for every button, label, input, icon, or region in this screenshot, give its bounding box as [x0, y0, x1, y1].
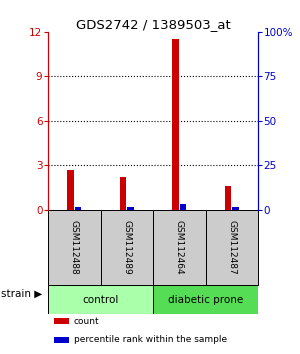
- Text: control: control: [82, 295, 119, 305]
- Bar: [48, 285, 153, 314]
- Bar: [54, 337, 69, 343]
- Bar: [100, 210, 153, 285]
- Text: percentile rank within the sample: percentile rank within the sample: [74, 335, 227, 344]
- Text: GSM112487: GSM112487: [227, 220, 236, 275]
- Bar: [54, 318, 69, 324]
- Bar: [75, 207, 81, 210]
- Bar: [180, 204, 186, 210]
- Bar: [153, 285, 258, 314]
- Bar: [172, 39, 179, 210]
- Text: GSM112489: GSM112489: [122, 220, 131, 275]
- Title: GDS2742 / 1389503_at: GDS2742 / 1389503_at: [76, 18, 230, 31]
- Bar: [153, 210, 206, 285]
- Bar: [120, 177, 126, 210]
- Bar: [48, 210, 100, 285]
- Bar: [206, 210, 258, 285]
- Text: GSM112488: GSM112488: [70, 220, 79, 275]
- Bar: [232, 207, 239, 210]
- Text: strain ▶: strain ▶: [1, 289, 42, 299]
- Text: count: count: [74, 317, 99, 326]
- Text: GSM112464: GSM112464: [175, 220, 184, 275]
- Bar: [68, 170, 74, 210]
- Bar: [225, 186, 231, 210]
- Text: diabetic prone: diabetic prone: [168, 295, 243, 305]
- Bar: [127, 207, 134, 210]
